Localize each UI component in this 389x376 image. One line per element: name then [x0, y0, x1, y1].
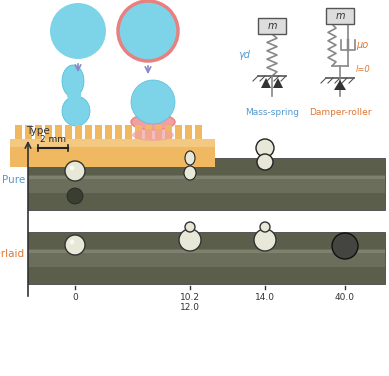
Text: Pure: Pure — [2, 175, 25, 185]
Bar — [95, 125, 102, 139]
Circle shape — [256, 139, 274, 157]
Polygon shape — [261, 78, 271, 88]
Text: m: m — [335, 11, 345, 21]
Polygon shape — [334, 80, 346, 90]
Bar — [326, 8, 354, 24]
Bar — [155, 125, 162, 139]
Circle shape — [70, 165, 75, 170]
Ellipse shape — [185, 151, 195, 165]
Bar — [28, 232, 385, 284]
Circle shape — [332, 233, 358, 259]
Circle shape — [131, 80, 175, 124]
Text: Damper-roller: Damper-roller — [309, 108, 371, 117]
Circle shape — [118, 1, 178, 61]
Text: 40.0: 40.0 — [335, 293, 355, 302]
Circle shape — [260, 222, 270, 232]
Text: 0: 0 — [72, 293, 78, 302]
Text: Overlaid: Overlaid — [0, 249, 25, 259]
Bar — [145, 125, 152, 139]
Bar — [28, 250, 385, 253]
Bar — [75, 125, 82, 139]
Bar — [115, 125, 122, 139]
Bar — [85, 125, 92, 139]
Circle shape — [70, 240, 75, 244]
Bar — [10, 139, 215, 147]
Ellipse shape — [62, 65, 84, 97]
Bar — [185, 125, 192, 139]
Text: 2 mm: 2 mm — [40, 135, 66, 144]
Circle shape — [179, 229, 201, 251]
Bar — [135, 125, 142, 139]
Bar — [105, 125, 112, 139]
Bar — [45, 125, 52, 139]
Bar — [125, 125, 132, 139]
Bar — [15, 125, 22, 139]
Ellipse shape — [184, 166, 196, 180]
Text: γd: γd — [238, 50, 250, 60]
Bar — [258, 18, 286, 34]
Bar — [175, 125, 182, 139]
Bar — [65, 125, 72, 139]
Text: Mass-spring: Mass-spring — [245, 108, 299, 117]
Polygon shape — [273, 78, 283, 88]
Circle shape — [257, 154, 273, 170]
Circle shape — [65, 161, 85, 181]
Bar — [165, 125, 172, 139]
Bar — [25, 125, 32, 139]
Bar — [10, 139, 215, 167]
Text: μo: μo — [356, 40, 368, 50]
Text: 10.2
12.0: 10.2 12.0 — [180, 293, 200, 312]
Text: Type: Type — [26, 126, 50, 136]
Circle shape — [65, 235, 85, 255]
Ellipse shape — [62, 96, 90, 126]
Ellipse shape — [67, 88, 81, 102]
Bar — [55, 125, 62, 139]
Circle shape — [67, 188, 83, 204]
Circle shape — [50, 3, 106, 59]
Circle shape — [185, 222, 195, 232]
Text: l=0: l=0 — [356, 65, 371, 74]
Bar — [28, 174, 385, 193]
Bar — [28, 176, 385, 179]
Text: m: m — [267, 21, 277, 31]
Bar — [35, 125, 42, 139]
Text: 14.0: 14.0 — [255, 293, 275, 302]
Ellipse shape — [132, 129, 174, 141]
Bar — [28, 249, 385, 267]
Bar — [28, 158, 385, 210]
Bar — [195, 125, 202, 139]
Ellipse shape — [131, 114, 175, 130]
Circle shape — [254, 229, 276, 251]
